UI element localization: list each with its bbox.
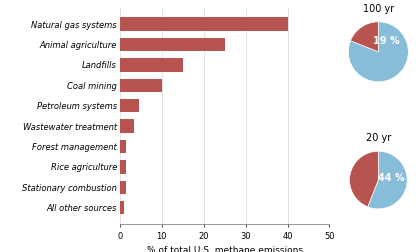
Wedge shape (349, 151, 378, 207)
X-axis label: % of total U.S. methane emissions: % of total U.S. methane emissions (147, 246, 302, 252)
Wedge shape (368, 151, 407, 209)
Title: 100 yr: 100 yr (363, 4, 394, 14)
Bar (120, 38, 225, 51)
Text: 19 %: 19 % (373, 36, 399, 46)
Bar (120, 140, 126, 153)
Wedge shape (350, 22, 378, 52)
Bar (120, 160, 126, 174)
Wedge shape (348, 22, 408, 82)
Bar (120, 99, 139, 112)
Bar (120, 79, 162, 92)
Title: 20 yr: 20 yr (366, 133, 391, 143)
Bar (120, 17, 288, 31)
Bar (120, 181, 126, 194)
Bar (120, 58, 183, 72)
Bar (120, 119, 134, 133)
Text: 44 %: 44 % (378, 173, 404, 183)
Bar (120, 201, 124, 214)
